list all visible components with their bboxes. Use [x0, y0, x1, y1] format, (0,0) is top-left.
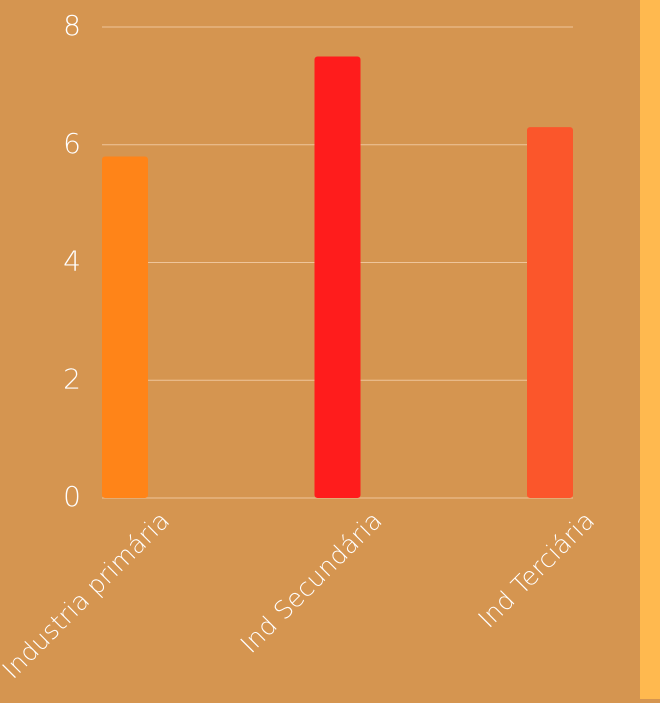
bar	[102, 156, 148, 498]
y-tick-label: 8	[63, 9, 81, 42]
bar	[314, 56, 361, 498]
bar	[527, 127, 573, 499]
chart-svg: 0 2 4 6 8 Industria primária Ind Secundária Ind…	[0, 9, 600, 685]
x-tick-label: Industria primária	[0, 506, 175, 685]
x-tick-label: Ind Terciária	[472, 506, 600, 634]
right-accent-strip	[640, 0, 660, 699]
x-tick-label: Ind Secundária	[235, 506, 388, 659]
bar-chart: 0 2 4 6 8 Industria primária Ind Secundária Ind…	[0, 9, 600, 685]
y-tick-label: 4	[63, 245, 81, 278]
y-tick-label: 2	[63, 362, 81, 395]
y-tick-label: 0	[63, 480, 81, 513]
y-tick-label: 6	[63, 127, 81, 160]
